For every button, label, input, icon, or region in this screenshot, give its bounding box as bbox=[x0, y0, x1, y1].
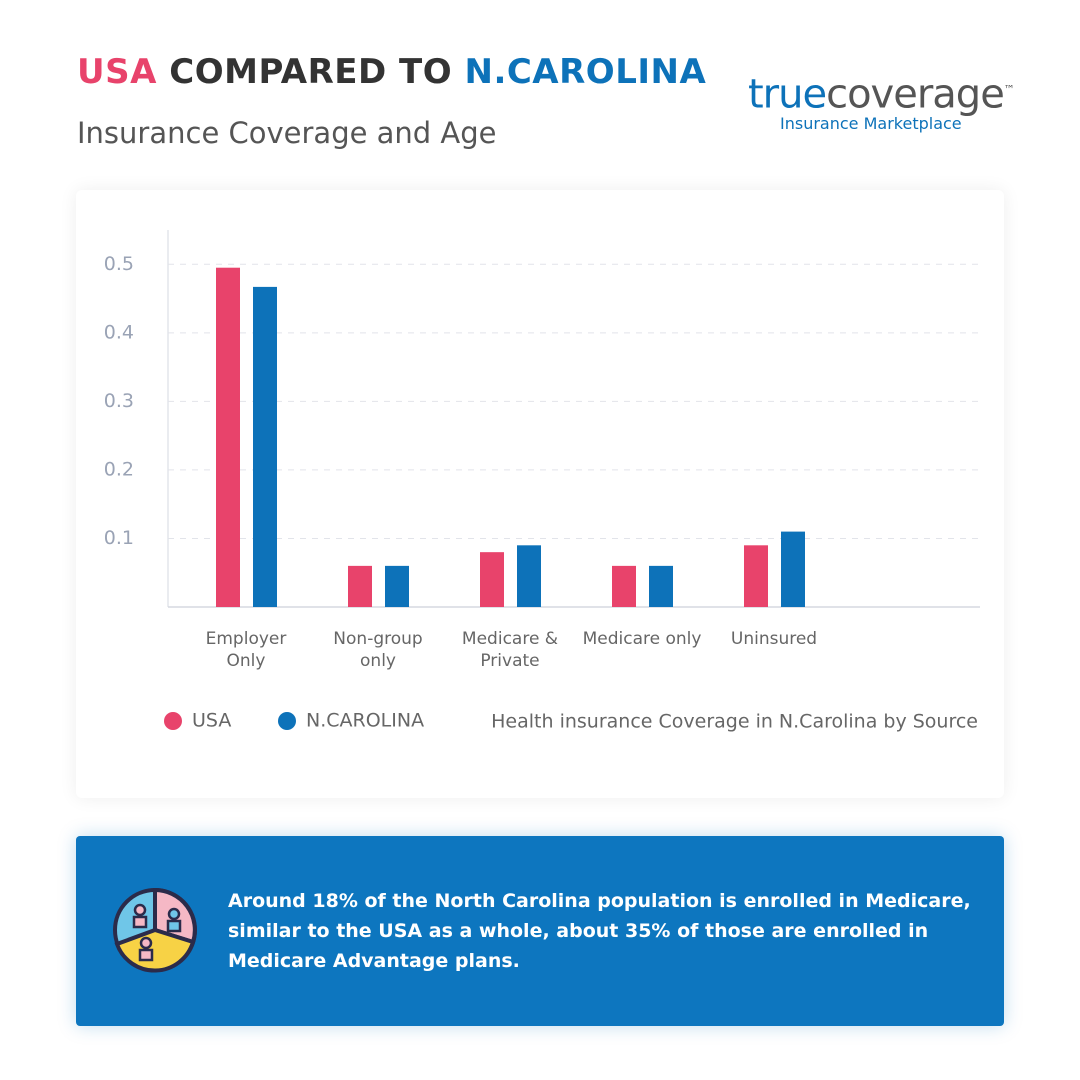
note-box bbox=[76, 836, 1004, 1026]
x-tick-label: Medicare & Private bbox=[461, 629, 559, 671]
x-tick-label: Uninsured bbox=[730, 629, 818, 649]
legend-dot bbox=[278, 712, 296, 730]
subtitle: Insurance Coverage and Age bbox=[77, 116, 497, 150]
y-tick-label: 0.1 bbox=[104, 527, 134, 549]
logo-tm: ™ bbox=[1003, 83, 1015, 96]
note-text: Around 18% of the North Carolina populat… bbox=[228, 890, 971, 972]
icon bbox=[113, 887, 197, 973]
x-tick-label: Non-group only bbox=[333, 629, 423, 671]
bar bbox=[744, 545, 768, 607]
bar bbox=[517, 545, 541, 607]
x-tick-label: Employer Only bbox=[205, 629, 287, 671]
logo-coverage: coverage bbox=[826, 71, 1005, 118]
logo-word: truecoverage™ bbox=[748, 70, 1015, 118]
title-nc: N.CAROLINA bbox=[464, 52, 707, 92]
legend-label: N.CAROLINA bbox=[306, 710, 424, 732]
logo-tagline: Insurance Marketplace bbox=[780, 114, 962, 134]
logo: truecoverage™ Insurance Marketplace bbox=[748, 70, 1015, 134]
title-mid: COMPARED TO bbox=[169, 52, 453, 92]
bar bbox=[216, 267, 240, 607]
bar bbox=[385, 565, 409, 607]
bar bbox=[649, 565, 673, 607]
legend-dot bbox=[164, 712, 182, 730]
bar bbox=[253, 286, 277, 607]
y-tick-label: 0.4 bbox=[104, 321, 134, 343]
bar bbox=[612, 565, 636, 607]
chart-caption: Health insurance Coverage in N.Carolina … bbox=[491, 711, 978, 733]
legend-label: USA bbox=[192, 710, 231, 732]
title-usa: USA bbox=[77, 52, 157, 92]
logo-true: true bbox=[748, 71, 827, 118]
bar bbox=[781, 531, 805, 607]
y-tick-label: 0.2 bbox=[104, 458, 134, 480]
x-tick-label: Medicare only bbox=[582, 629, 702, 649]
bar bbox=[480, 552, 504, 607]
bar bbox=[348, 565, 372, 607]
y-tick-label: 0.5 bbox=[104, 253, 134, 275]
y-tick-label: 0.3 bbox=[104, 390, 134, 412]
title: USA COMPARED TO N.CAROLINA bbox=[77, 52, 706, 92]
